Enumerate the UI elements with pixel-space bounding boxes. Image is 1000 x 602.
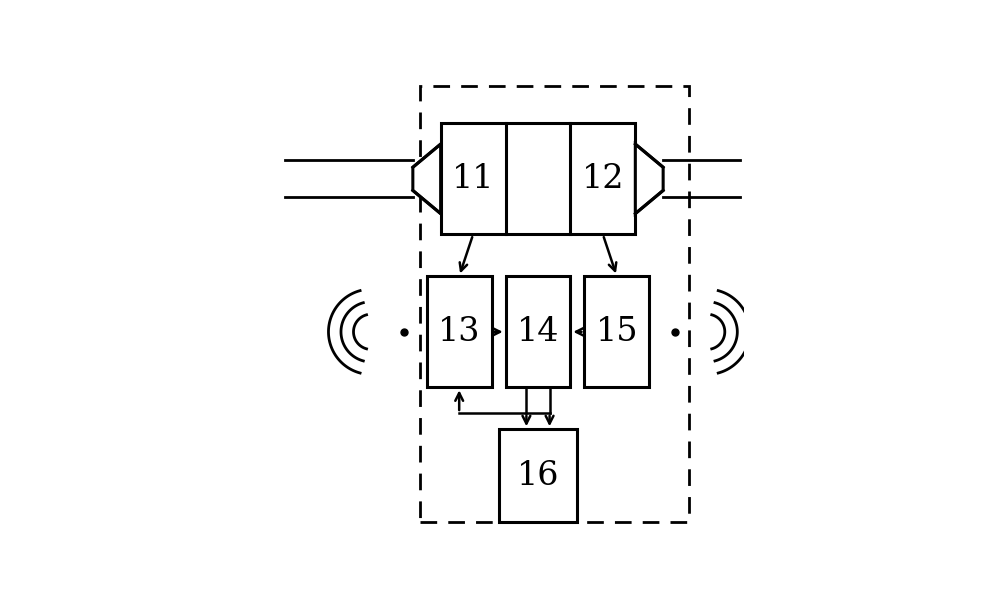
Text: 16: 16	[517, 459, 559, 491]
Text: 12: 12	[582, 163, 624, 195]
Bar	[506, 276, 570, 388]
Bar	[427, 276, 492, 388]
Bar	[570, 123, 635, 235]
Text: 11: 11	[452, 163, 494, 195]
Bar	[420, 86, 689, 522]
Polygon shape	[413, 144, 441, 214]
Bar	[441, 123, 506, 235]
Text: 14: 14	[517, 316, 559, 348]
Text: 13: 13	[438, 316, 480, 348]
Text: 15: 15	[595, 316, 638, 348]
Bar	[499, 429, 577, 522]
Bar	[584, 276, 649, 388]
Polygon shape	[635, 144, 663, 214]
